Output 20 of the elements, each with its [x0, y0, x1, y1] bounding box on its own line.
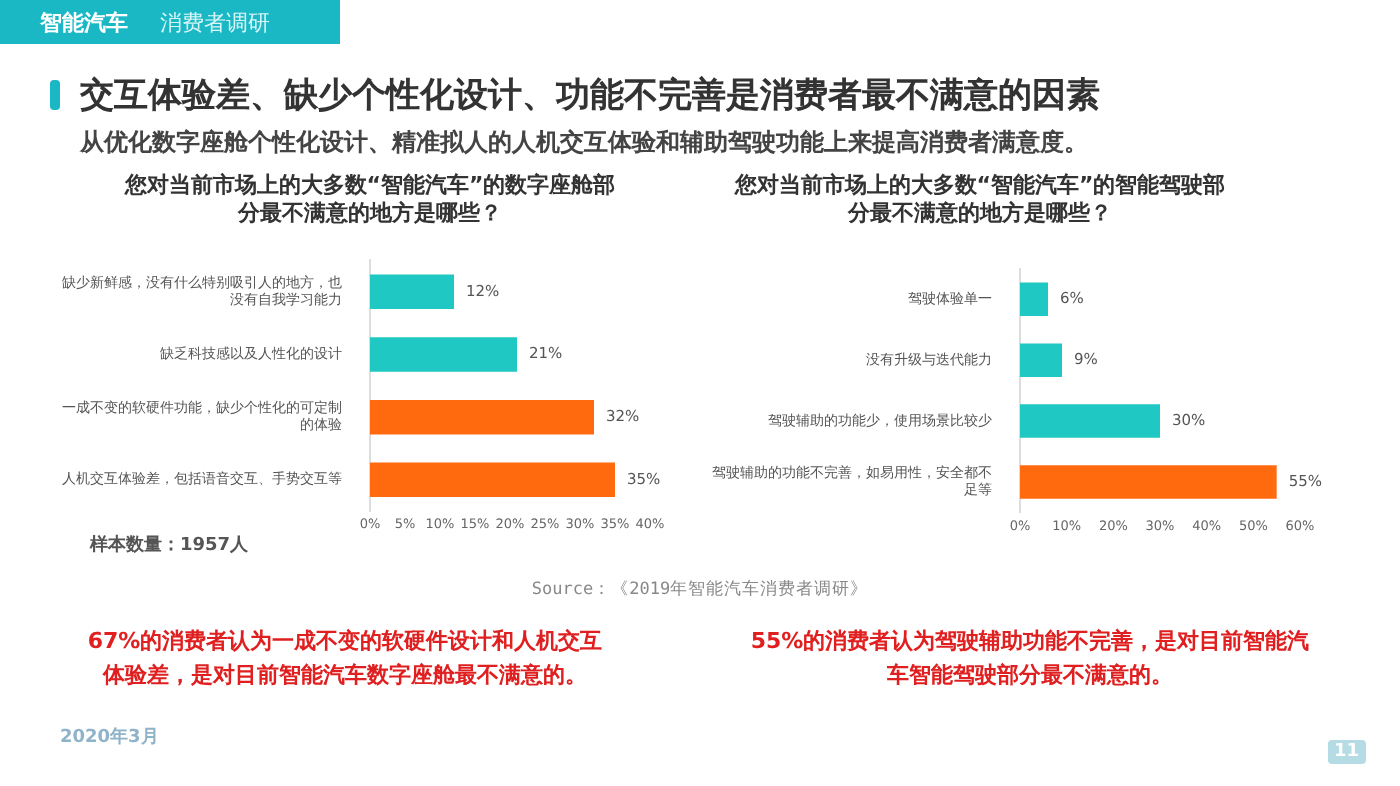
bar [370, 274, 454, 309]
chart-title: 您对当前市场上的大多数“智能汽车”的智能驾驶部分最不满意的地方是哪些？ [732, 172, 1228, 228]
text: 样本数量：1957人 [90, 532, 249, 558]
bar [1020, 343, 1062, 377]
bar [370, 337, 517, 372]
text: 55%的消费者认为驾驶辅助功能不完善，是对目前智能汽车智能驾驶部分最不满意的。 [748, 626, 1312, 692]
chart-title: 您对当前市场上的大多数“智能汽车”的数字座舱部分最不满意的地方是哪些？ [122, 172, 618, 228]
text: 消费者调研 [160, 8, 270, 38]
text: 智能汽车 [40, 8, 128, 38]
text: 2020年3月 [60, 725, 159, 750]
bar [370, 399, 594, 435]
bar [1020, 282, 1048, 316]
text: 67%的消费者认为一成不变的软硬件设计和人机交互体验差，是对目前智能汽车数字座舱最不满意的。 [85, 626, 605, 692]
bar [1020, 465, 1277, 499]
text: 11 [1328, 740, 1366, 764]
source-note: Source：《2019年智能汽车消费者调研》 [529, 578, 871, 602]
text: 交互体验差、缺少个性化设计、功能不完善是消费者最不满意的因素 [80, 74, 1100, 118]
bar [1020, 404, 1160, 438]
bar [370, 462, 615, 498]
text: 从优化数字座舱个性化设计、精准拟人的人机交互体验和辅助驾驶功能上来提高消费者满意度。 [80, 126, 1088, 160]
